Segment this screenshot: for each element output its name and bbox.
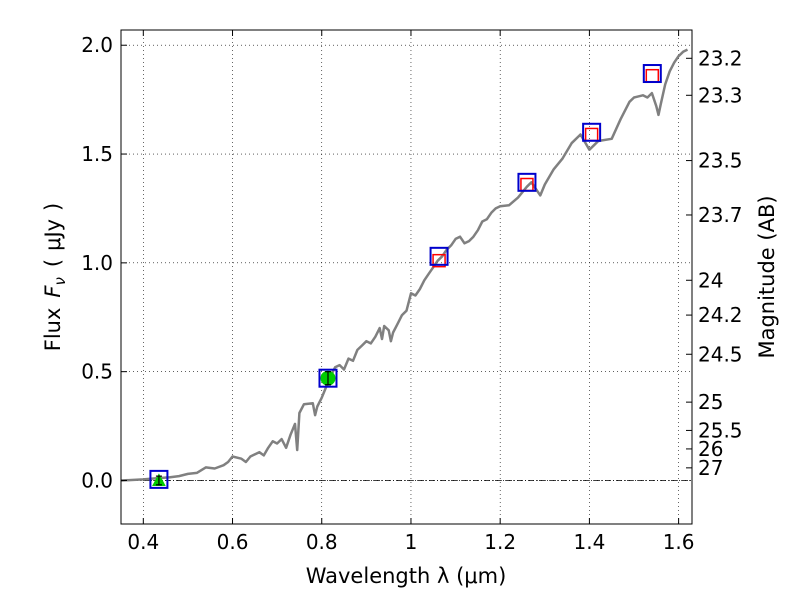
y2-tick-label: 24.2: [698, 303, 743, 327]
x-tick-label: 1.6: [663, 530, 695, 554]
model-flux-square: [318, 368, 338, 388]
x-axis-label: Wavelength λ (μm): [306, 564, 507, 588]
y-tick-label: 1.0: [81, 251, 113, 275]
y2-tick-label: 23.2: [698, 46, 743, 70]
y-axis-label: Flux Fν ( μJy): [41, 203, 69, 352]
x-tick-label: 0.6: [217, 530, 249, 554]
photometry-markers: [149, 64, 662, 489]
x-axis-ticks: 0.4 0.6 0.8 1 1.2 1.4 1.6: [127, 30, 695, 554]
y2-tick-label: 23.3: [698, 83, 743, 107]
model-flux-square: [149, 469, 169, 489]
model-flux-square: [517, 172, 537, 192]
model-flux-square: [582, 122, 602, 142]
photometry-point-square: [432, 253, 446, 268]
plot-frame: [120, 29, 693, 525]
y-axis-ticks: 0.0 0.5 1.0 1.5 2.0: [81, 33, 127, 492]
x-tick-label: 1.4: [573, 530, 605, 554]
model-flux-square: [429, 246, 449, 266]
y-tick-label: 2.0: [81, 33, 113, 57]
x-tick-label: 0.4: [127, 530, 159, 554]
x-tick-label: 1: [405, 530, 418, 554]
y2-tick-label: 23.7: [698, 203, 743, 227]
y2-tick-label: 25: [698, 390, 723, 414]
x-tick-label: 0.8: [306, 530, 338, 554]
y-axis-label-symbol: F: [41, 285, 65, 298]
y2-tick-label: 25.5: [698, 418, 743, 442]
y2-tick-label: 26: [698, 437, 723, 461]
y2-tick-label: 24: [698, 268, 723, 292]
y-tick-label: 0.0: [81, 468, 113, 492]
y-tick-label: 1.5: [81, 142, 113, 166]
y2-tick-label: 27: [698, 456, 723, 480]
y-axis-label-word: Flux: [41, 308, 65, 352]
model-flux-square: [642, 64, 662, 84]
x-tick-label: 1.2: [484, 530, 516, 554]
y-axis-label-open-paren: (: [41, 259, 65, 267]
y-tick-label: 0.5: [81, 360, 113, 384]
y-axis-label-subscript: ν: [51, 277, 69, 285]
y2-tick-label: 23.5: [698, 149, 743, 173]
y2-axis-label: Magnitude (AB): [755, 195, 779, 358]
y2-tick-label: 24.5: [698, 342, 743, 366]
plot-background: [121, 30, 692, 524]
y-axis-label-unit: μJy: [41, 219, 65, 251]
spectrum-line: [120, 48, 689, 482]
y-axis-label-close-paren: ): [41, 203, 65, 211]
